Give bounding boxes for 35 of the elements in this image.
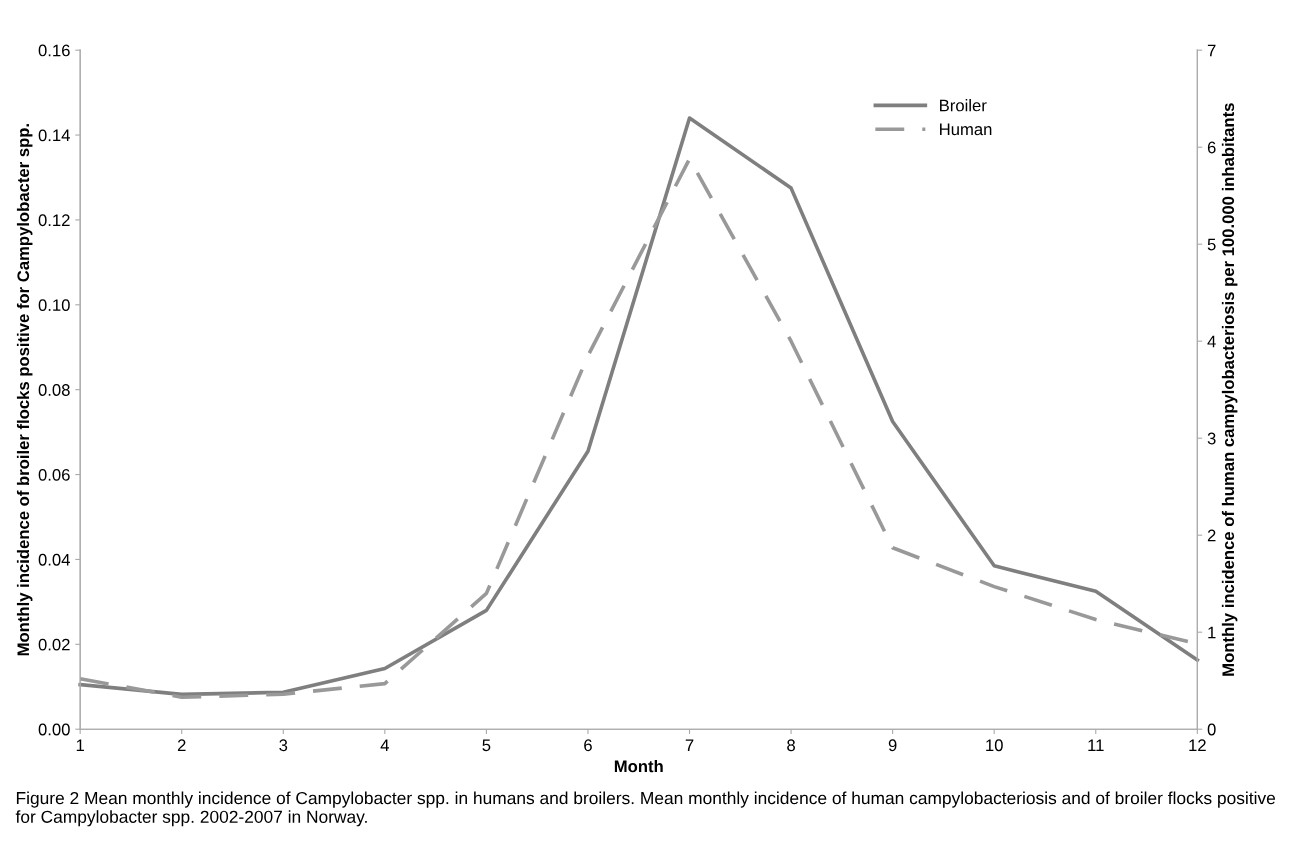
x-tick-label: 7 xyxy=(685,739,694,751)
y2-tick-label: 5 xyxy=(1207,238,1216,251)
y-tick-label: 0.04 xyxy=(38,553,70,566)
x-tick-label: 9 xyxy=(888,739,897,752)
x-tick-label: 4 xyxy=(380,739,389,751)
y-axis-title: Monthly incidence of broiler flocks positive for Campylobacter spp. xyxy=(16,124,33,656)
legend-label: Human xyxy=(940,123,992,136)
y2-tick-label: 0 xyxy=(1207,723,1216,736)
x-axis-title: Month xyxy=(614,760,663,773)
y2-tick-label: 4 xyxy=(1207,335,1216,348)
y2-tick-label: 1 xyxy=(1208,626,1216,639)
y-tick-label: 0.16 xyxy=(38,44,70,57)
x-tick-label: 12 xyxy=(1189,739,1206,751)
y2-tick-label: 6 xyxy=(1207,141,1216,154)
caption: Figure 2 Mean monthly incidence of Campylobacter spp. in humans and broilers. Mean monthly incidence of human campylobacteriosis and of broiler flocks positive for Campylobacter spp. 2002-2007 in Norway. xyxy=(15,791,1276,827)
y-tick-label: 0.10 xyxy=(38,299,70,312)
y2-axis-title: Monthly incidence of human campylobacteriosis per 100.000 inhabitants xyxy=(1221,103,1238,676)
x-tick-label: 2 xyxy=(177,739,186,751)
x-tick-label: 6 xyxy=(584,739,592,752)
x-tick-label: 5 xyxy=(482,739,491,752)
x-tick-label: 11 xyxy=(1088,739,1104,751)
y-tick-label: 0.12 xyxy=(38,214,70,227)
x-tick-label: 3 xyxy=(279,739,288,752)
y2-tick-label: 7 xyxy=(1207,44,1216,57)
y-tick-label: 0.06 xyxy=(38,468,70,481)
y-tick-label: 0.02 xyxy=(38,638,70,651)
x-tick-label: 1 xyxy=(76,739,84,751)
y2-tick-label: 3 xyxy=(1207,432,1216,445)
x-tick-label: 8 xyxy=(787,739,795,752)
y-tick-label: 0.08 xyxy=(38,384,70,396)
legend-label: Broiler xyxy=(940,99,987,112)
y2-tick-label: 2 xyxy=(1207,529,1216,542)
x-tick-label: 10 xyxy=(986,739,1003,752)
y-tick-label: 0.14 xyxy=(38,129,70,142)
y-tick-label: 0.00 xyxy=(38,723,70,736)
